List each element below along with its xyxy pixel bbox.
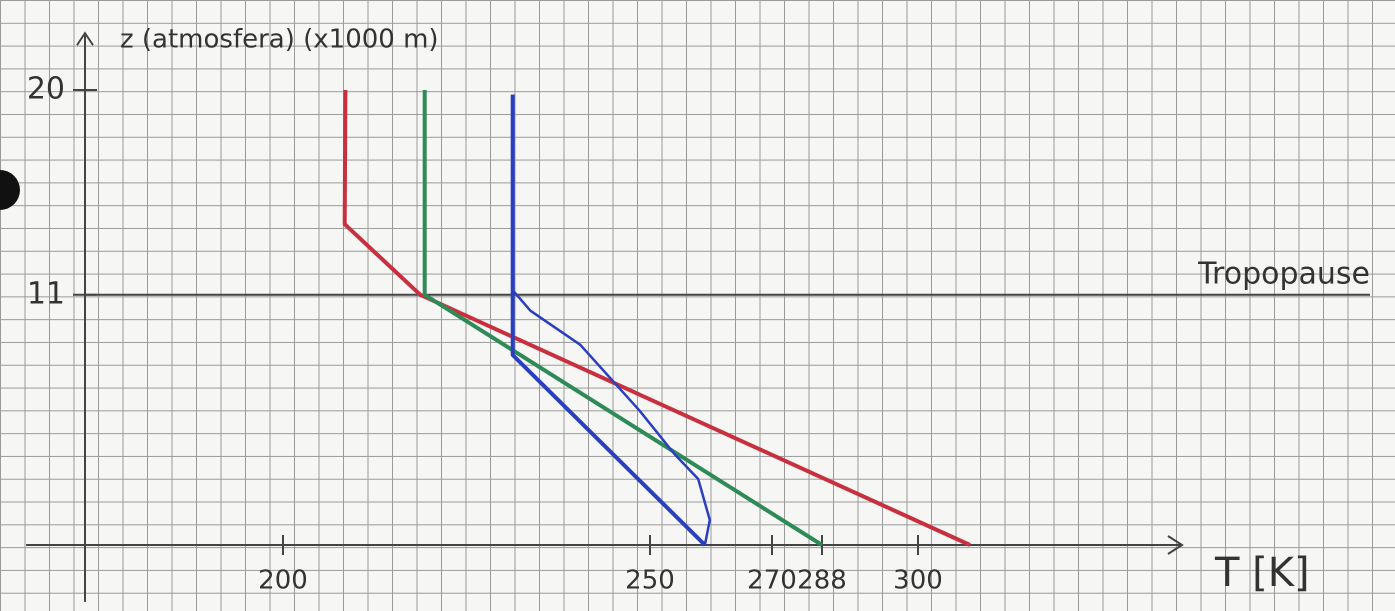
body: z (atmosfera) (x1000 m) T [K] 2002502702… xyxy=(0,0,1395,611)
tropopause-label: Tropopause xyxy=(1197,256,1370,291)
chart: z (atmosfera) (x1000 m) T [K] 2002502702… xyxy=(0,0,1395,611)
y-tick-label: 11 xyxy=(27,276,65,311)
x-tick-label: 270 xyxy=(747,566,797,596)
page: {"chart_data": { "type": "line", "ylabel… xyxy=(0,0,1395,611)
x-tick-label: 250 xyxy=(625,566,675,596)
x-axis-label: T [K] xyxy=(1214,550,1310,596)
profile-line xyxy=(425,90,822,545)
profile-line xyxy=(345,90,970,545)
profile-line xyxy=(513,95,710,545)
x-tick-label: 200 xyxy=(258,566,308,596)
x-tick-label: 300 xyxy=(893,566,943,596)
y-tick-label: 20 xyxy=(27,72,65,107)
y-axis-label: z (atmosfera) (x1000 m) xyxy=(120,25,439,55)
hole-punch xyxy=(0,170,20,210)
x-tick-label: 288 xyxy=(797,566,847,596)
